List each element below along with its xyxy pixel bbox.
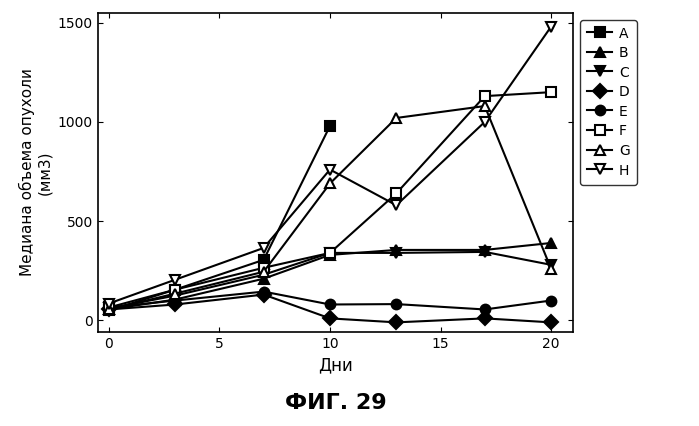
D [105,307,113,312]
Line: A: A [104,121,335,315]
D [480,316,489,321]
B [171,297,180,302]
C [392,250,401,256]
Line: E: E [104,287,556,314]
C [326,250,334,256]
H [259,245,268,250]
X-axis label: Дни: Дни [318,357,353,375]
B [259,276,268,281]
H [547,24,555,29]
G [547,266,555,271]
B [480,248,489,253]
Text: ФИГ. 29: ФИГ. 29 [284,393,387,413]
D [259,292,268,297]
Line: B: B [104,238,556,314]
F [326,250,334,256]
E [480,307,489,312]
F [480,94,489,99]
G [105,307,113,312]
C [259,272,268,277]
E [392,302,401,307]
E [259,289,268,294]
D [392,320,401,325]
E [326,302,334,307]
Line: C: C [104,247,556,314]
Legend: A, B, C, D, E, F, G, H: A, B, C, D, E, F, G, H [580,20,637,184]
E [171,298,180,303]
B [326,252,334,257]
F [105,305,113,310]
A [259,257,268,262]
G [392,115,401,121]
H [392,203,401,208]
G [259,269,268,274]
E [105,305,113,310]
C [480,249,489,254]
D [171,302,180,307]
F [259,265,268,271]
C [171,293,180,298]
H [105,301,113,306]
F [547,89,555,95]
Line: D: D [104,290,556,327]
C [105,306,113,311]
A [105,308,113,313]
H [326,167,334,172]
Line: H: H [104,22,556,308]
Line: F: F [104,87,556,312]
B [547,240,555,245]
H [171,277,180,282]
A [171,287,180,292]
G [480,104,489,109]
Line: G: G [104,101,556,314]
A [326,124,334,129]
B [105,307,113,312]
F [171,287,180,292]
G [171,291,180,296]
Y-axis label: Медиана объема опухоли
(мм3): Медиана объема опухоли (мм3) [19,69,52,276]
H [480,119,489,124]
F [392,191,401,196]
E [547,298,555,303]
D [326,316,334,321]
B [392,248,401,253]
G [326,181,334,186]
D [547,320,555,325]
C [547,262,555,268]
